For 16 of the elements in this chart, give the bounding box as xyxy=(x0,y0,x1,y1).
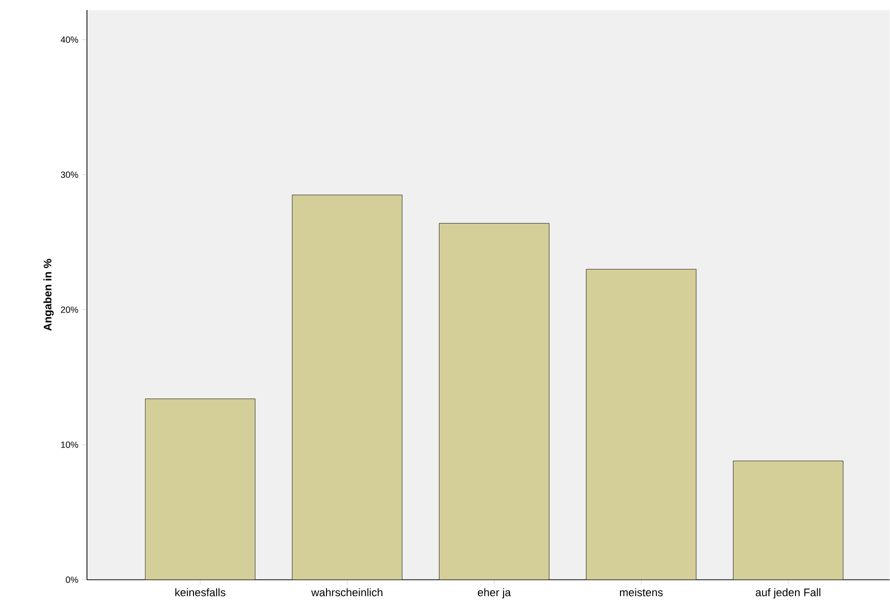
y-tick-label: 10% xyxy=(61,442,78,448)
x-tick-label: wahrscheinlich xyxy=(311,588,382,596)
x-tick-label: auf jeden Fall xyxy=(756,588,820,599)
x-tick-label: meistens xyxy=(620,588,663,596)
x-tick-label: keinesfalls xyxy=(175,588,226,596)
bar xyxy=(732,460,844,580)
bar xyxy=(292,194,402,580)
bar xyxy=(144,398,256,580)
x-tick-label: eher ja xyxy=(478,588,511,599)
y-tick-label: 20% xyxy=(60,306,78,314)
y-axis-title: Angaben in % xyxy=(43,259,54,331)
bar xyxy=(586,269,696,580)
bar xyxy=(438,223,550,580)
y-tick-label: 0% xyxy=(66,576,78,584)
y-tick-label: 40% xyxy=(60,36,78,43)
y-tick-label: 30% xyxy=(60,172,78,178)
